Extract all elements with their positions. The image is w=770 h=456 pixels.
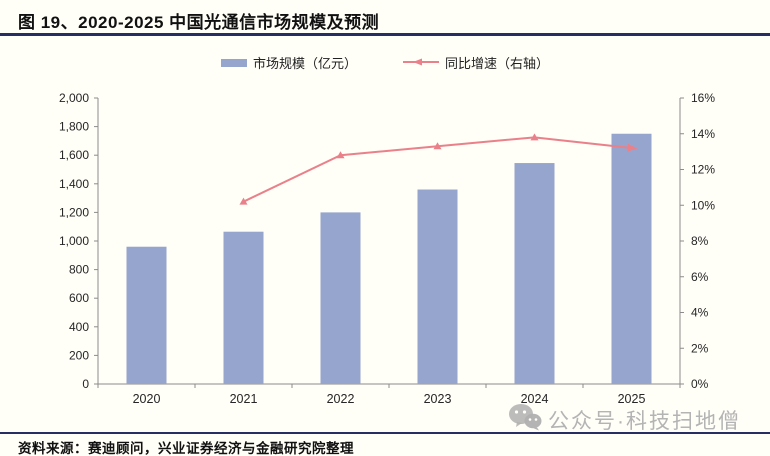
legend-line-marker xyxy=(413,58,422,66)
right-axis-label: 8% xyxy=(691,234,709,248)
chart-legend: 市场规模（亿元） 同比增速（右轴） xyxy=(0,53,770,72)
right-axis-label: 10% xyxy=(691,198,715,212)
bar-2023 xyxy=(417,189,458,384)
source-note: 资料来源：赛迪顾问，兴业证券经济与金融研究院整理 xyxy=(18,441,354,456)
x-axis-label: 2022 xyxy=(327,392,355,406)
legend-line-label: 同比增速（右轴） xyxy=(445,56,550,71)
x-axis-label: 2024 xyxy=(521,392,549,406)
x-axis-label: 2025 xyxy=(618,392,646,406)
watermark-text: 公众号·科技扫地僧 xyxy=(548,410,741,433)
right-axis-label: 4% xyxy=(691,306,709,320)
wechat-icon xyxy=(508,403,542,437)
left-axis-label: 2,000 xyxy=(59,91,89,105)
right-axis-label: 16% xyxy=(691,91,715,105)
legend-item-bar: 市场规模（亿元） xyxy=(220,53,357,72)
left-axis-label: 1,200 xyxy=(59,205,89,219)
line-marker-2022 xyxy=(336,151,345,159)
footer-divider xyxy=(0,432,770,434)
left-axis-label: 400 xyxy=(69,320,89,334)
chart-area: 0 200 400 600 800 1,000 1,200 1,400 1,600 1,800 2,… xyxy=(0,85,770,415)
line-marker-2023 xyxy=(433,142,442,150)
line-marker-2024 xyxy=(530,133,539,141)
market-chart: 0 200 400 600 800 1,000 1,200 1,400 1,600 1,800 2,… xyxy=(59,91,715,406)
legend-item-line: 同比增速（右轴） xyxy=(403,53,549,72)
line-series-swatch xyxy=(403,55,439,70)
bar-2022 xyxy=(320,212,361,384)
right-axis-label: 12% xyxy=(691,163,715,177)
bar-2025 xyxy=(611,133,652,384)
right-axis-label: 14% xyxy=(691,127,715,141)
bar-series-swatch xyxy=(220,58,247,67)
line-arrow-marker-2025 xyxy=(627,143,638,152)
legend-bar-label: 市场规模（亿元） xyxy=(252,56,357,71)
left-axis-label: 1,400 xyxy=(59,177,89,191)
left-axis-label: 0 xyxy=(82,377,89,391)
bar-2021 xyxy=(223,231,264,384)
right-axis-label: 0% xyxy=(691,377,709,391)
left-axis-label: 1,600 xyxy=(59,148,89,162)
left-axis-label: 800 xyxy=(69,263,89,277)
right-axis-label: 2% xyxy=(691,341,709,355)
x-axis-label: 2020 xyxy=(133,392,161,406)
left-axis-label: 1,800 xyxy=(59,120,89,134)
left-axis-label: 600 xyxy=(69,291,89,305)
watermark: 公众号·科技扫地僧 xyxy=(508,403,741,437)
bar-2024 xyxy=(514,163,555,384)
x-axis-label: 2023 xyxy=(424,392,452,406)
left-axis-label: 200 xyxy=(69,348,89,362)
bar-2020 xyxy=(126,246,167,384)
x-axis-label: 2021 xyxy=(230,392,258,406)
figure-title: 图 19、2020-2025 中国光通信市场规模及预测 xyxy=(18,13,380,32)
right-axis-label: 6% xyxy=(691,270,709,284)
line-marker-2021 xyxy=(239,197,248,205)
title-divider xyxy=(0,33,770,36)
left-axis-label: 1,000 xyxy=(59,234,89,248)
